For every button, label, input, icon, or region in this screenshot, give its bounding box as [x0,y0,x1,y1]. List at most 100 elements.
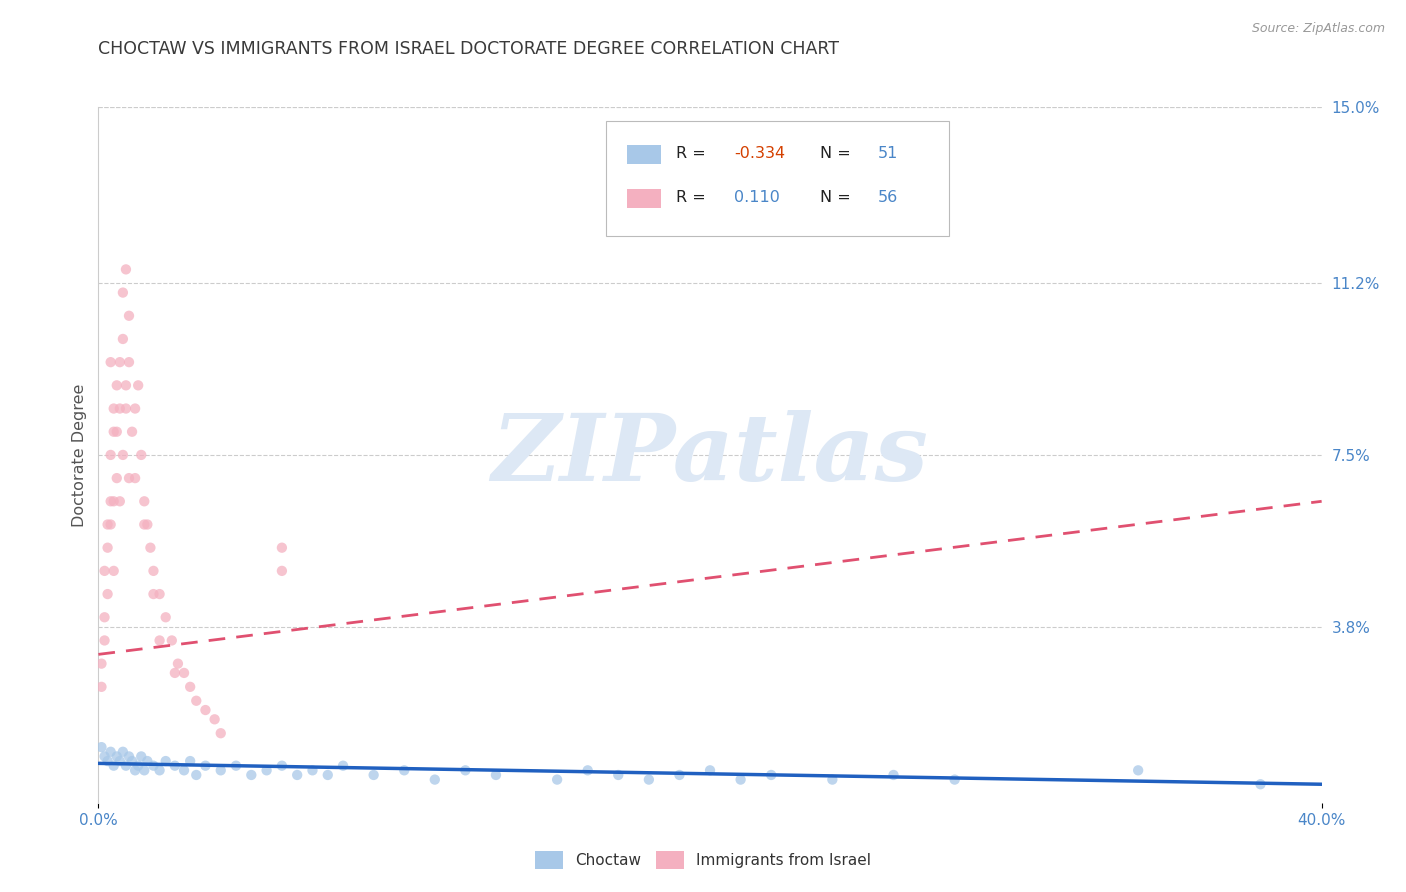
Point [93,749,115,764]
Point [100,494,122,508]
Point [173,764,195,778]
Point [105,471,128,485]
Point [392,764,416,778]
Point [105,425,128,439]
Point [97,541,120,555]
Point [699,764,721,778]
Point [285,768,308,782]
Text: 0.110: 0.110 [734,190,780,205]
Text: CHOCTAW VS IMMIGRANTS FROM ISRAEL DOCTORATE DEGREE CORRELATION CHART: CHOCTAW VS IMMIGRANTS FROM ISRAEL DOCTOR… [98,40,839,58]
Point [93,633,115,648]
Point [163,665,186,680]
Point [607,768,630,782]
Point [730,772,752,787]
Point [115,401,138,416]
Point [100,355,122,369]
Point [301,764,323,778]
Point [270,564,292,578]
Point [103,494,125,508]
Point [142,587,165,601]
Point [204,712,226,726]
Point [100,517,122,532]
Point [129,448,152,462]
Point [637,772,661,787]
Point [209,764,232,778]
Point [121,754,143,768]
Point [90,680,112,694]
Point [108,401,131,416]
Point [97,754,120,768]
Point [124,764,146,778]
Point [173,665,195,680]
Point [179,754,201,768]
Text: N =: N = [820,146,856,161]
Point [100,448,122,462]
Text: 51: 51 [877,146,898,161]
Point [668,768,690,782]
Point [256,764,278,778]
Point [103,425,125,439]
Point [149,633,172,648]
Point [103,564,125,578]
Point [115,758,138,772]
Point [759,768,782,782]
Point [485,768,508,782]
Point [103,401,125,416]
Point [209,726,232,740]
Point [142,758,165,772]
Point [136,754,159,768]
Point [124,471,146,485]
Point [1249,777,1271,791]
Point [105,749,128,764]
Point [1128,764,1150,778]
Point [93,610,115,624]
Point [124,401,146,416]
Legend: Choctaw, Immigrants from Israel: Choctaw, Immigrants from Israel [529,845,877,875]
Point [115,262,138,277]
Point [423,772,446,787]
Point [316,768,339,782]
Text: R =: R = [676,146,710,161]
Point [100,745,122,759]
Point [194,758,217,772]
Y-axis label: Doctorate Degree: Doctorate Degree [72,384,87,526]
Point [97,587,120,601]
Point [129,749,152,764]
Text: R =: R = [676,190,710,205]
Point [225,758,247,772]
Point [883,768,905,782]
Point [139,541,162,555]
Point [186,694,208,708]
Point [118,749,141,764]
Point [111,332,134,346]
Point [111,448,134,462]
Point [821,772,844,787]
Text: N =: N = [820,190,856,205]
Point [194,703,217,717]
Point [332,758,354,772]
Point [134,764,156,778]
Point [363,768,385,782]
Point [546,772,568,787]
Point [118,309,141,323]
Point [270,541,292,555]
Point [134,517,156,532]
Point [111,285,134,300]
Point [167,657,190,671]
Point [90,657,112,671]
Point [127,378,149,392]
Point [270,758,292,772]
Text: Source: ZipAtlas.com: Source: ZipAtlas.com [1251,22,1385,36]
Point [155,610,177,624]
Point [155,754,177,768]
Text: -0.334: -0.334 [734,146,786,161]
Point [118,471,141,485]
Point [134,494,156,508]
Point [160,633,183,648]
FancyBboxPatch shape [627,189,661,208]
Point [142,564,165,578]
Point [240,768,263,782]
Point [103,758,125,772]
Point [108,494,131,508]
Point [136,517,159,532]
